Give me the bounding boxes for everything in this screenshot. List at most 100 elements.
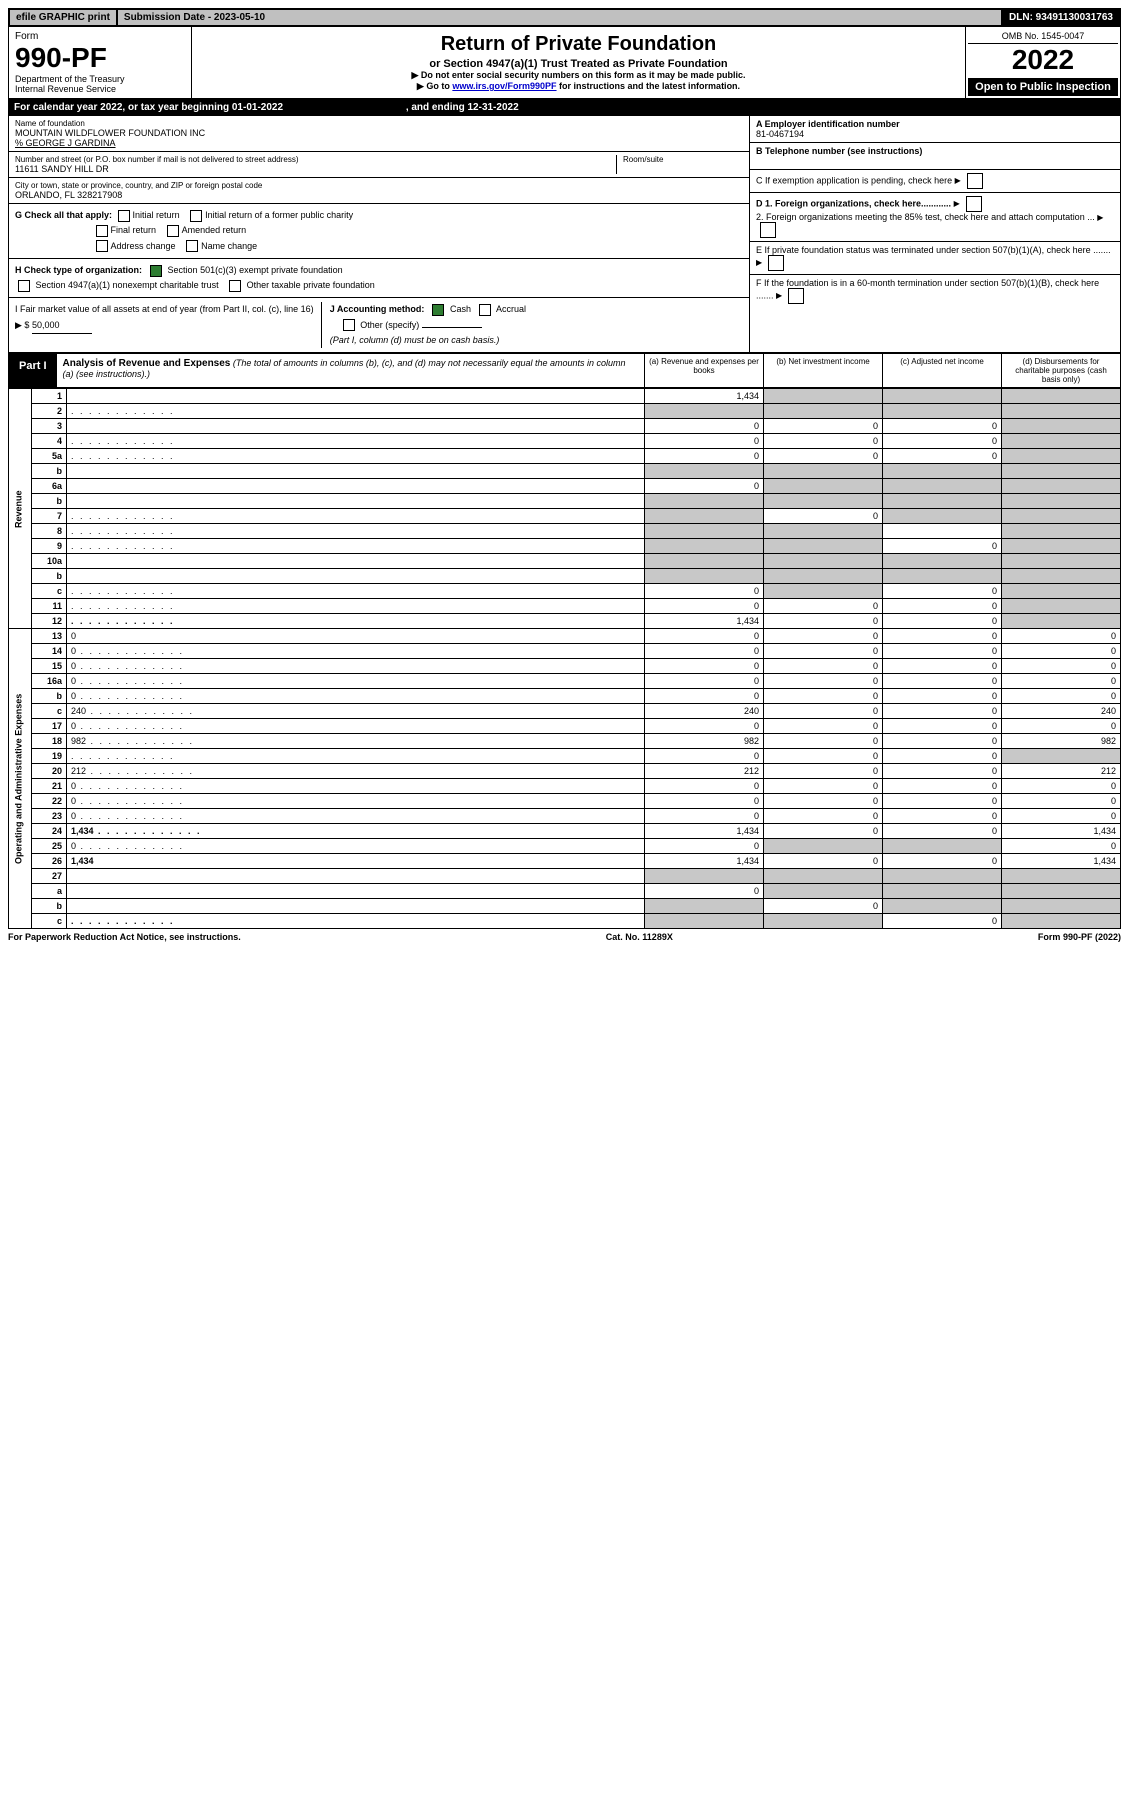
501c3-checkbox[interactable]: [150, 265, 162, 277]
col-d-value: 212: [1002, 764, 1121, 779]
part1-label: Part I: [9, 354, 57, 387]
col-a-value: [645, 869, 764, 884]
col-c-value: [883, 524, 1002, 539]
col-b-value: 0: [764, 734, 883, 749]
col-a-value: 0: [645, 884, 764, 899]
col-d-value: [1002, 899, 1121, 914]
col-d-value: [1002, 869, 1121, 884]
col-d-value: [1002, 914, 1121, 929]
table-row: c00: [9, 584, 1121, 599]
table-row: 1500000: [9, 659, 1121, 674]
col-a-value: [645, 494, 764, 509]
col-d-value: 0: [1002, 629, 1121, 644]
line-description: [67, 569, 645, 584]
submission-date: Submission Date - 2023-05-10: [118, 10, 1001, 25]
col-d-value: [1002, 479, 1121, 494]
f-checkbox[interactable]: [788, 288, 804, 304]
col-b-value: 0: [764, 854, 883, 869]
note2: ▶ Go to www.irs.gov/Form990PF for instru…: [202, 81, 955, 92]
col-b-value: 0: [764, 434, 883, 449]
col-c-value: 0: [883, 779, 1002, 794]
form990pf-link[interactable]: www.irs.gov/Form990PF: [452, 81, 556, 91]
table-row: 3000: [9, 419, 1121, 434]
col-c-value: 0: [883, 719, 1002, 734]
line-number: 23: [32, 809, 67, 824]
line-number: 10a: [32, 554, 67, 569]
ein: 81-0467194: [756, 129, 804, 139]
table-row: 8: [9, 524, 1121, 539]
col-b-value: 0: [764, 779, 883, 794]
other-taxable-checkbox[interactable]: [229, 280, 241, 292]
col-d-value: 1,434: [1002, 854, 1121, 869]
footer-left: For Paperwork Reduction Act Notice, see …: [8, 932, 241, 942]
col-c-value: 0: [883, 914, 1002, 929]
col-d-header: (d) Disbursements for charitable purpose…: [1001, 354, 1120, 387]
other-method-checkbox[interactable]: [343, 319, 355, 331]
col-d-value: 0: [1002, 644, 1121, 659]
foundation-name: MOUNTAIN WILDFLOWER FOUNDATION INC: [15, 128, 743, 138]
col-d-value: 240: [1002, 704, 1121, 719]
line-number: 27: [32, 869, 67, 884]
c-checkbox[interactable]: [967, 173, 983, 189]
col-a-value: 0: [645, 809, 764, 824]
form-title: Return of Private Foundation: [202, 33, 955, 56]
table-row: 90: [9, 539, 1121, 554]
col-c-value: 0: [883, 674, 1002, 689]
col-d-value: [1002, 389, 1121, 404]
line-number: b: [32, 689, 67, 704]
col-b-value: 0: [764, 899, 883, 914]
amended-return-checkbox[interactable]: [167, 225, 179, 237]
open-public: Open to Public Inspection: [968, 78, 1118, 96]
col-c-value: [883, 899, 1002, 914]
initial-return-checkbox[interactable]: [118, 210, 130, 222]
col-c-value: [883, 464, 1002, 479]
line-description: [67, 899, 645, 914]
col-b-value: [764, 584, 883, 599]
address-change-checkbox[interactable]: [96, 240, 108, 252]
col-b-value: [764, 554, 883, 569]
ein-cell: A Employer identification number 81-0467…: [750, 116, 1120, 143]
part1-title: Analysis of Revenue and Expenses (The to…: [57, 354, 644, 387]
final-return-checkbox[interactable]: [96, 225, 108, 237]
col-a-value: 0: [645, 584, 764, 599]
d1-checkbox[interactable]: [966, 196, 982, 212]
col-c-header: (c) Adjusted net income: [882, 354, 1001, 387]
line-description: 0: [67, 674, 645, 689]
line-number: 24: [32, 824, 67, 839]
col-d-value: 0: [1002, 659, 1121, 674]
4947-checkbox[interactable]: [18, 280, 30, 292]
table-row: 5a000: [9, 449, 1121, 464]
col-c-value: [883, 404, 1002, 419]
col-a-value: 0: [645, 599, 764, 614]
col-a-value: 1,434: [645, 389, 764, 404]
table-row: b00000: [9, 689, 1121, 704]
line-description: [67, 869, 645, 884]
footer-right: Form 990-PF (2022): [1038, 932, 1121, 942]
table-row: 2: [9, 404, 1121, 419]
table-row: c0: [9, 914, 1121, 929]
col-d-value: 0: [1002, 674, 1121, 689]
accrual-checkbox[interactable]: [479, 304, 491, 316]
entity-info: Name of foundation MOUNTAIN WILDFLOWER F…: [8, 116, 1121, 353]
col-c-value: 0: [883, 749, 1002, 764]
name-change-checkbox[interactable]: [186, 240, 198, 252]
line-description: [67, 599, 645, 614]
table-row: 121,43400: [9, 614, 1121, 629]
col-c-value: [883, 839, 1002, 854]
e-checkbox[interactable]: [768, 255, 784, 271]
initial-former-checkbox[interactable]: [190, 210, 202, 222]
d2-checkbox[interactable]: [760, 222, 776, 238]
col-d-value: [1002, 599, 1121, 614]
line-description: 0: [67, 839, 645, 854]
col-d-value: [1002, 584, 1121, 599]
col-b-value: [764, 494, 883, 509]
col-b-value: 0: [764, 809, 883, 824]
col-c-value: 0: [883, 659, 1002, 674]
line-number: 8: [32, 524, 67, 539]
table-row: 25000: [9, 839, 1121, 854]
col-d-value: [1002, 884, 1121, 899]
col-a-value: 1,434: [645, 824, 764, 839]
table-row: 4000: [9, 434, 1121, 449]
col-a-value: 0: [645, 779, 764, 794]
cash-checkbox[interactable]: [432, 304, 444, 316]
